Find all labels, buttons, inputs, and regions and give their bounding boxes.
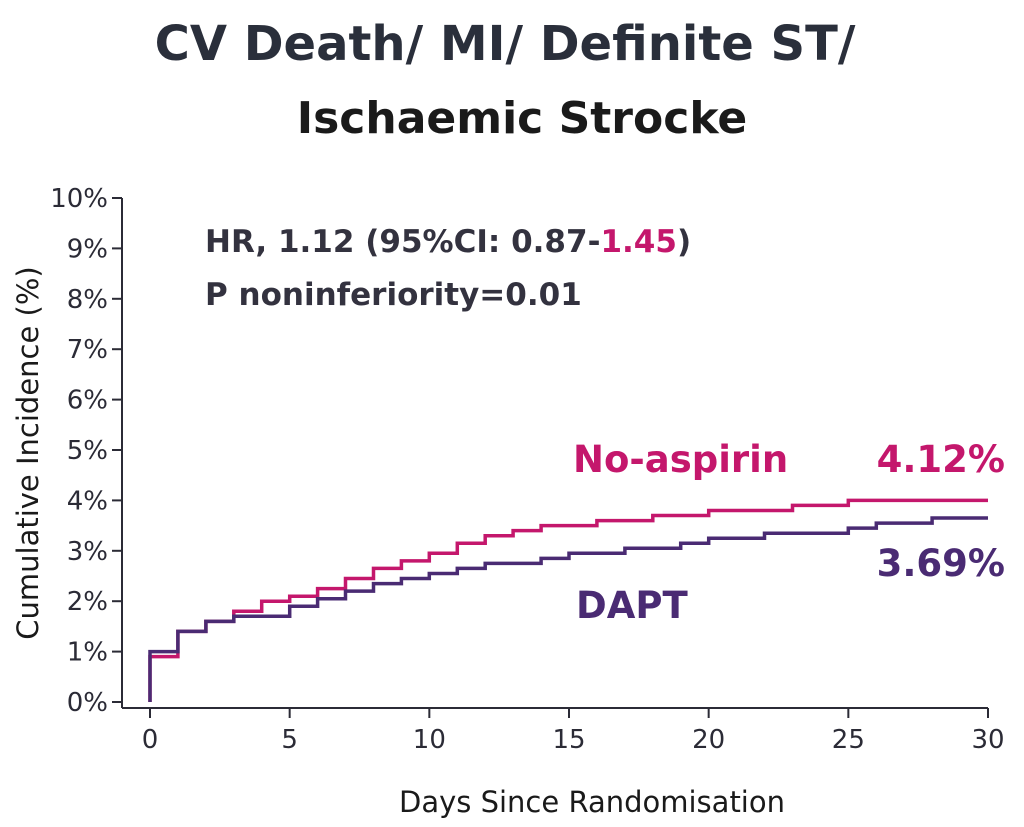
hazard-ratio-upper: 1.45 (600, 224, 677, 260)
y-axis-label: Cumulative Incidence (%) (11, 266, 45, 640)
series-lines (148, 498, 988, 702)
chart-title-line2: Ischaemic Strocke (297, 93, 747, 144)
x-ticks: 0 5 10 15 20 25 30 (142, 708, 1005, 755)
axes (121, 198, 988, 709)
y-tick-label: 3% (67, 537, 108, 567)
x-axis-label: Days Since Randomisation (399, 785, 785, 819)
x-tick-label: 30 (971, 725, 1004, 755)
x-tick-label: 20 (692, 725, 725, 755)
y-ticks: 0% 1% 2% 3% 4% 5% 6% 7% 8% 9% 10% (50, 184, 122, 718)
chart-title-line1: CV Death/ MI/ Definite ST/ (155, 16, 856, 72)
y-tick-label: 10% (50, 184, 108, 214)
hazard-ratio-annotation: HR, 1.12 (95%CI: 0.87-1.45) (205, 224, 691, 260)
x-tick-label: 25 (832, 725, 865, 755)
y-tick-label: 0% (67, 688, 108, 718)
y-tick-label: 5% (67, 436, 108, 466)
hazard-ratio-prefix: HR, 1.12 (95%CI: 0.87- (205, 224, 600, 260)
end-label-dapt: 3.69% (877, 542, 1005, 585)
y-tick-label: 1% (67, 638, 108, 668)
y-tick-label: 4% (67, 486, 108, 516)
y-tick-label: 8% (67, 285, 108, 315)
end-label-no-aspirin: 4.12% (877, 438, 1005, 481)
x-tick-label: 10 (413, 725, 446, 755)
p-value-annotation: P noninferiority=0.01 (205, 277, 582, 313)
x-tick-label: 0 (142, 725, 159, 755)
series-line-no-aspirin (148, 498, 988, 702)
series-label-dapt: DAPT (576, 584, 688, 627)
x-tick-label: 5 (281, 725, 298, 755)
x-tick-label: 15 (552, 725, 585, 755)
y-tick-label: 7% (67, 335, 108, 365)
series-line-dapt (148, 516, 988, 702)
y-tick-label: 6% (67, 386, 108, 416)
y-tick-label: 2% (67, 587, 108, 617)
hazard-ratio-suffix: ) (677, 224, 691, 260)
series-label-no-aspirin: No-aspirin (573, 438, 788, 481)
y-tick-label: 9% (67, 234, 108, 264)
